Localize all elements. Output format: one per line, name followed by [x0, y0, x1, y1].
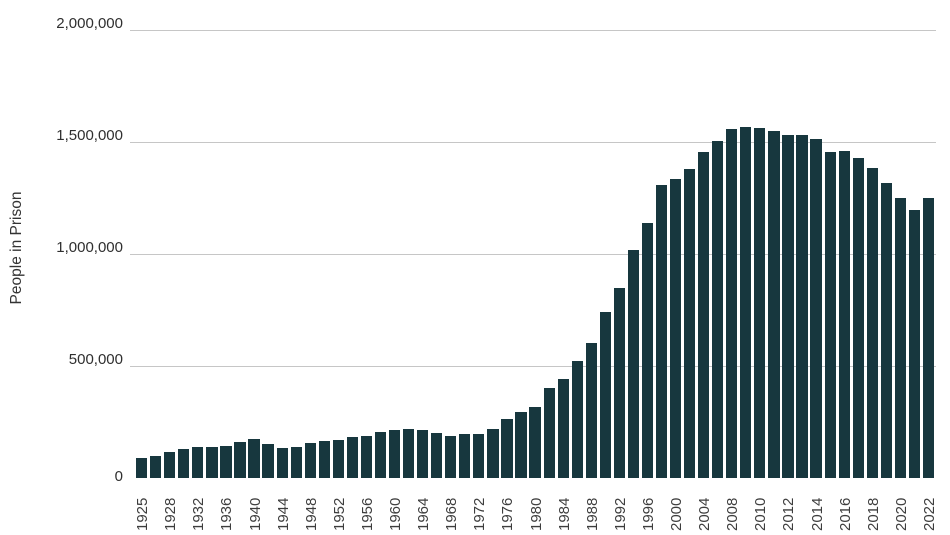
- prison-bar-2010[interactable]: [754, 128, 766, 478]
- x-tick-label: 1936: [218, 497, 236, 531]
- y-grid-line: [130, 142, 936, 143]
- x-tick-label: 1984: [555, 497, 573, 531]
- prison-bar-2011[interactable]: [768, 131, 780, 478]
- prison-bar-1954[interactable]: [346, 437, 359, 478]
- y-grid-line: [130, 366, 936, 367]
- prison-bar-2019[interactable]: [880, 183, 892, 478]
- x-tick-label: 2016: [836, 497, 854, 531]
- prison-bar-1950[interactable]: [318, 440, 330, 478]
- prison-bar-1990[interactable]: [599, 312, 611, 478]
- y-tick-label: 0: [114, 468, 123, 485]
- x-tick-label: 1996: [639, 497, 657, 531]
- prison-bar-1958[interactable]: [374, 431, 387, 478]
- y-grid-line: [130, 254, 936, 255]
- prison-bar-2020[interactable]: [894, 198, 906, 478]
- prison-bar-2018[interactable]: [866, 167, 878, 478]
- prison-bar-2002[interactable]: [684, 168, 696, 478]
- prison-bar-2000[interactable]: [669, 179, 682, 478]
- x-tick-label: 1976: [499, 497, 517, 531]
- prison-bar-1932[interactable]: [192, 447, 204, 478]
- prison-bar-1978[interactable]: [515, 412, 527, 478]
- prison-bar-1994[interactable]: [627, 250, 640, 478]
- prison-bar-2016[interactable]: [838, 151, 850, 478]
- x-tick-label: 1956: [358, 497, 376, 531]
- prison-bar-2006[interactable]: [712, 140, 724, 478]
- prison-bar-1956[interactable]: [360, 435, 373, 478]
- prison-bar-1984[interactable]: [557, 378, 569, 478]
- x-tick-label: 2012: [780, 497, 798, 531]
- x-tick-label: 2014: [808, 497, 826, 531]
- x-tick-label: 1992: [611, 497, 629, 531]
- prison-bar-1996[interactable]: [641, 223, 654, 478]
- x-tick-label: 2010: [752, 497, 770, 531]
- prison-bar-1980[interactable]: [529, 407, 541, 478]
- y-tick-label: 2,000,000: [56, 15, 123, 32]
- prison-bar-1936[interactable]: [220, 445, 232, 478]
- prison-bar-1960[interactable]: [388, 430, 401, 478]
- prison-bar-1974[interactable]: [487, 429, 499, 478]
- prison-bar-1942[interactable]: [262, 444, 274, 478]
- prison-bar-1946[interactable]: [290, 446, 302, 478]
- x-tick-label: 1925: [134, 497, 152, 531]
- x-tick-label: 1948: [302, 497, 320, 531]
- prison-bar-1938[interactable]: [234, 442, 246, 478]
- prison-bar-1940[interactable]: [248, 439, 260, 478]
- x-tick-label: 1944: [274, 497, 292, 531]
- prison-bar-2012[interactable]: [782, 135, 794, 478]
- x-tick-label: 2022: [920, 497, 938, 531]
- prison-bar-2021[interactable]: [908, 210, 921, 478]
- y-tick-label: 1,500,000: [56, 127, 123, 144]
- x-tick-label: 1972: [471, 497, 489, 531]
- x-tick-label: 2018: [864, 497, 882, 531]
- prison-bar-1976[interactable]: [501, 419, 513, 478]
- prison-bar-1928[interactable]: [164, 451, 176, 478]
- x-tick-label: 1964: [415, 497, 433, 531]
- x-tick-label: 2000: [668, 497, 686, 531]
- prison-bar-1964[interactable]: [417, 430, 429, 478]
- y-tick-label: 500,000: [68, 351, 123, 368]
- prison-bar-1966[interactable]: [431, 433, 443, 478]
- prison-bar-1970[interactable]: [459, 434, 471, 478]
- prison-bar-1926[interactable]: [150, 456, 162, 478]
- prison-bar-1948[interactable]: [304, 443, 316, 478]
- prison-bar-2014[interactable]: [810, 138, 822, 478]
- prison-bar-1944[interactable]: [276, 448, 288, 478]
- prison-bar-1968[interactable]: [445, 435, 457, 478]
- prison-bar-2015[interactable]: [824, 151, 836, 478]
- x-tick-label: 1952: [330, 497, 348, 531]
- prison-bar-1992[interactable]: [613, 288, 625, 478]
- x-tick-label: 1940: [246, 497, 264, 531]
- y-grid-line: [130, 30, 936, 31]
- x-tick-label: 1988: [583, 497, 601, 531]
- prison-bar-2017[interactable]: [852, 157, 864, 478]
- prison-bar-2013[interactable]: [796, 135, 808, 478]
- prison-bar-2009[interactable]: [740, 127, 752, 478]
- x-tick-label: 2008: [724, 497, 742, 531]
- prison-bar-1962[interactable]: [402, 429, 415, 478]
- prison-bar-2008[interactable]: [726, 128, 738, 478]
- prison-bar-1986[interactable]: [571, 361, 583, 478]
- prison-bar-2022[interactable]: [922, 198, 935, 478]
- x-tick-label: 1968: [443, 497, 461, 531]
- prison-bar-1972[interactable]: [473, 434, 485, 478]
- prison-bar-2004[interactable]: [698, 152, 710, 478]
- prison-bar-1952[interactable]: [332, 440, 344, 478]
- x-tick-label: 2004: [696, 497, 714, 531]
- x-tick-label: 2020: [892, 497, 910, 531]
- y-tick-label: 1,000,000: [56, 239, 123, 256]
- x-tick-label: 1980: [527, 497, 545, 531]
- prison-bar-1998[interactable]: [655, 184, 668, 478]
- prison-bar-1988[interactable]: [585, 342, 597, 478]
- prison-bar-1982[interactable]: [543, 387, 555, 478]
- x-tick-label: 1932: [190, 497, 208, 531]
- prison-bar-1925[interactable]: [136, 457, 148, 478]
- prison-bar-1934[interactable]: [206, 447, 218, 478]
- prison-bar-1930[interactable]: [178, 449, 190, 478]
- x-tick-label: 1928: [162, 497, 180, 531]
- x-tick-label: 1960: [387, 497, 405, 531]
